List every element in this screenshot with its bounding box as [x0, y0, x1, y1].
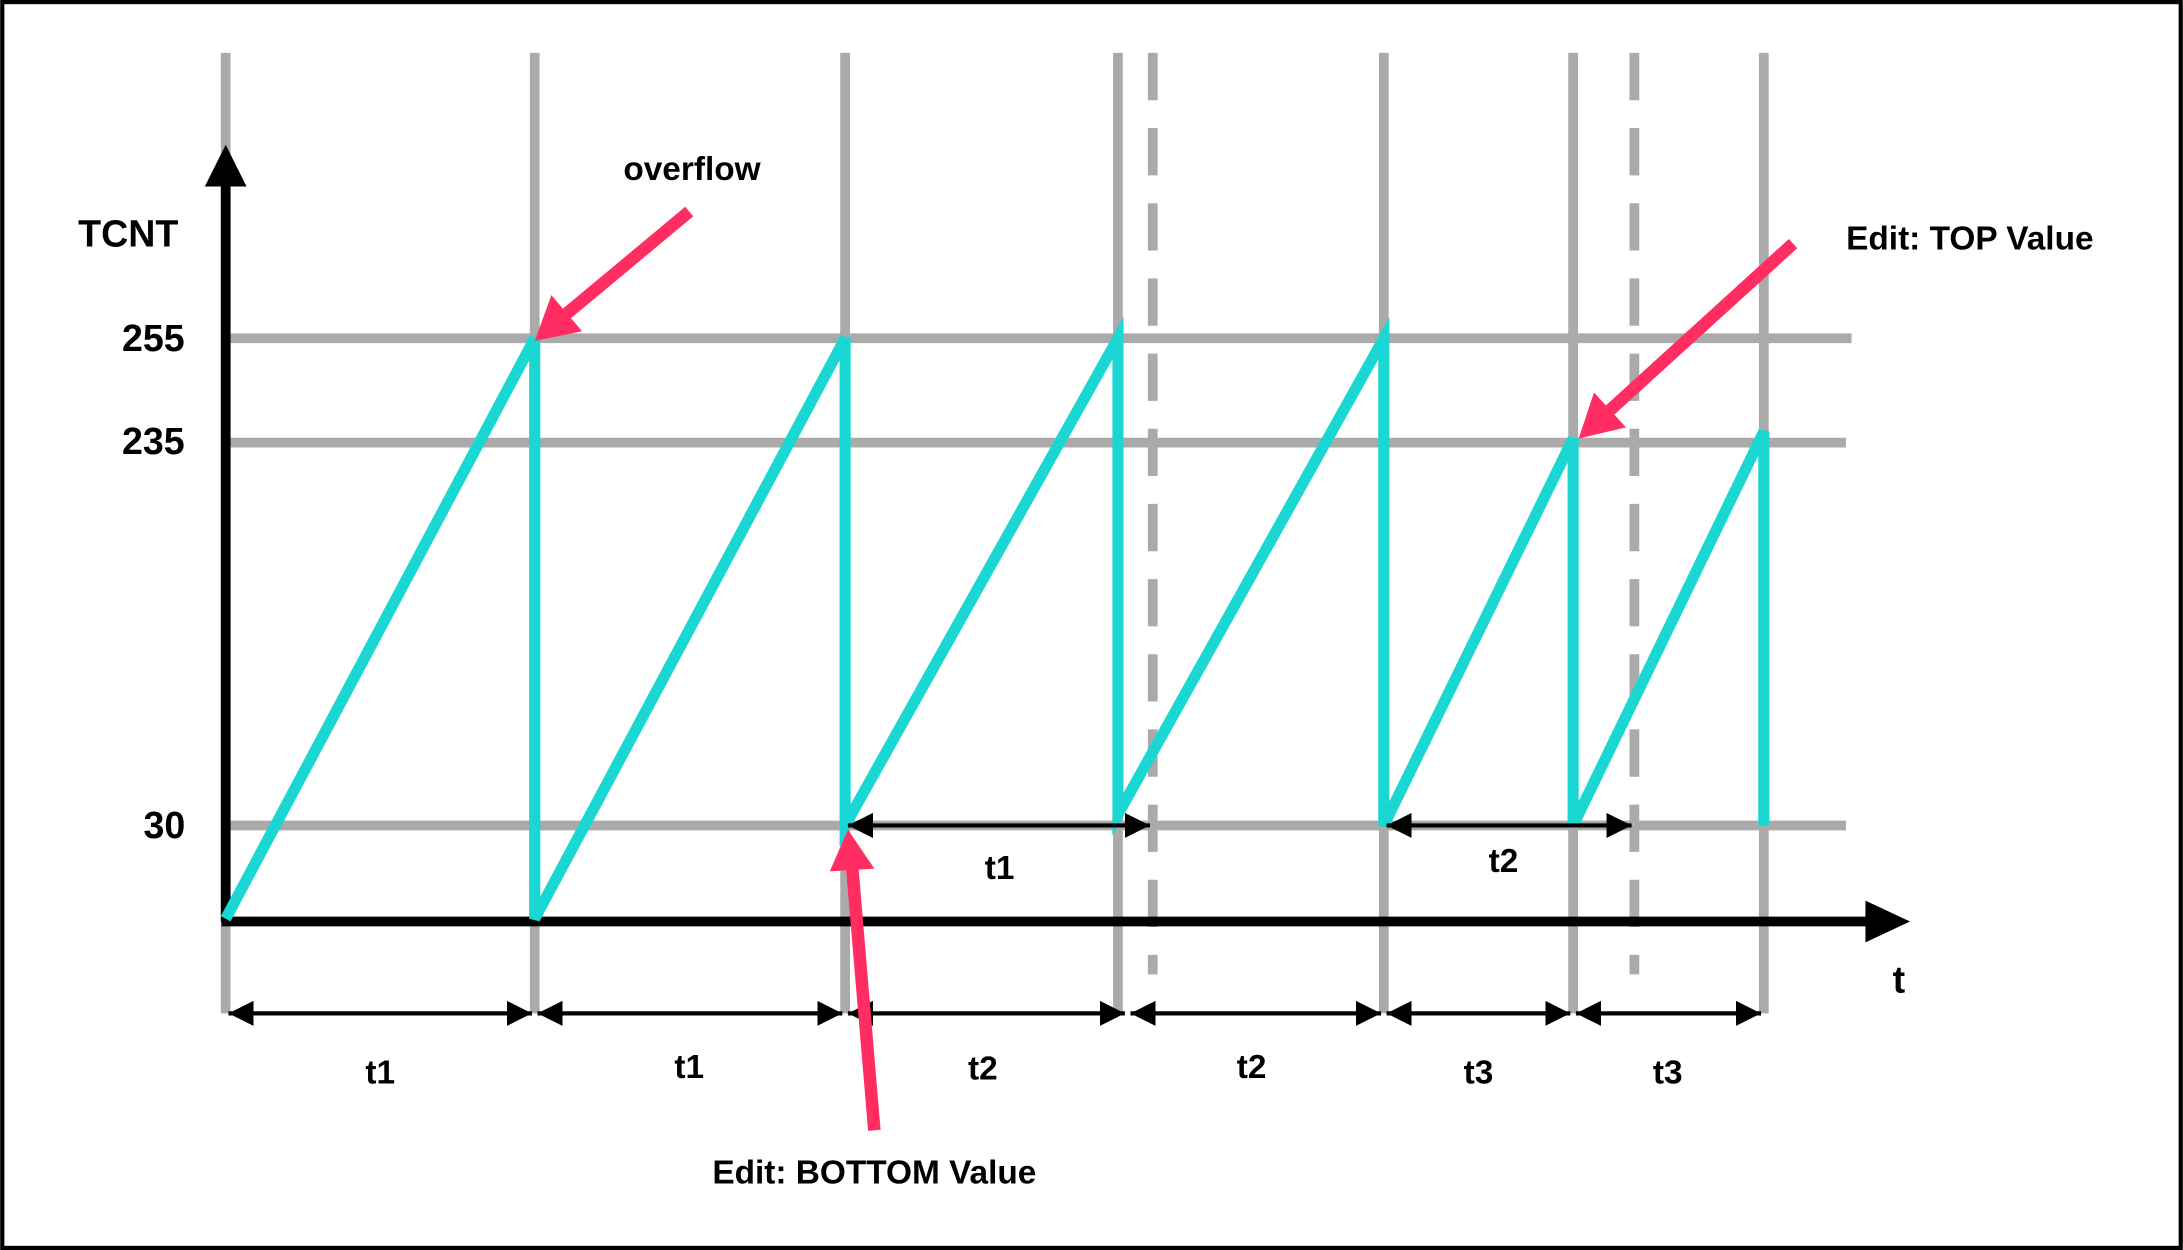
annotation-arrows [534, 206, 1798, 1131]
interval-label: t1 [674, 1049, 704, 1086]
interval-label: t3 [1653, 1054, 1683, 1091]
interval-label: t2 [1489, 843, 1519, 880]
annotation: Edit: BOTTOM Value [712, 1155, 1036, 1192]
level-label: 255 [122, 317, 185, 359]
dimension-arrows [228, 812, 1762, 1026]
axes [204, 144, 1910, 943]
x-axis-label: t [1893, 959, 1906, 1001]
level-label: 235 [122, 420, 185, 462]
level-label: 30 [144, 804, 186, 846]
annotation: overflow [623, 151, 761, 188]
interval-label: t1 [365, 1054, 395, 1091]
interval-label: t3 [1464, 1054, 1494, 1091]
interval-label: t2 [1237, 1049, 1267, 1086]
annotation: Edit: TOP Value [1846, 221, 2093, 258]
interval-label: t1 [985, 850, 1015, 887]
interval-label: t2 [968, 1050, 998, 1087]
y-axis-label: TCNT [78, 213, 178, 255]
